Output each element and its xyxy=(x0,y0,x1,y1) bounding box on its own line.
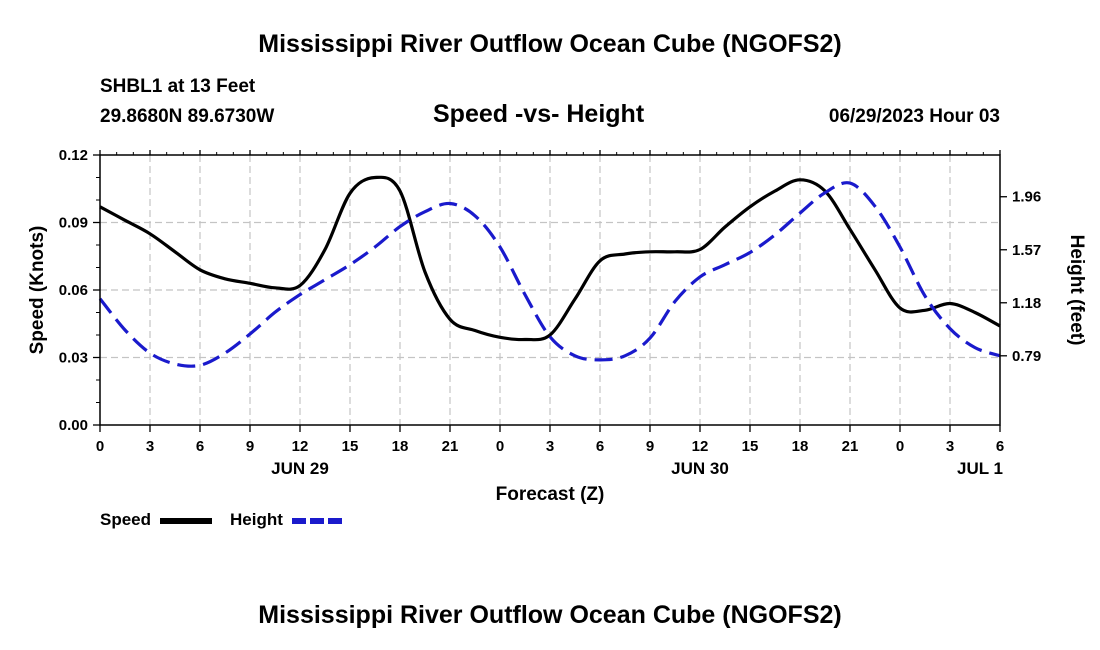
legend-speed-swatch xyxy=(160,518,212,524)
x-tick-label: 18 xyxy=(392,438,409,455)
y-tick-label: 0.12 xyxy=(59,147,88,164)
footer-title: Mississippi River Outflow Ocean Cube (NG… xyxy=(258,601,842,629)
x-tick-label: 18 xyxy=(792,438,809,455)
day-label: JUN 30 xyxy=(671,459,729,478)
x-tick-label: 6 xyxy=(196,438,204,455)
legend-speed-label: Speed xyxy=(100,510,152,529)
legend-height-swatch xyxy=(292,518,344,524)
series-speed-line xyxy=(99,175,1001,342)
y2-tick-label: 1.18 xyxy=(1012,295,1041,312)
x-tick-label: 21 xyxy=(442,438,459,455)
x-tick-label: 0 xyxy=(496,438,504,455)
y-tick-label: 0.03 xyxy=(59,350,88,367)
x-tick-label: 0 xyxy=(96,438,104,455)
y2-axis-label: Height (feet) xyxy=(1066,235,1087,346)
grid xyxy=(100,155,1000,425)
x-axis-label: Forecast (Z) xyxy=(496,484,605,505)
coordinates-label: 29.8680N 89.6730W xyxy=(100,106,275,127)
station-label: SHBL1 at 13 Feet xyxy=(100,76,256,97)
legend-height-label: Height xyxy=(230,510,283,529)
x-tick-label: 3 xyxy=(546,438,554,455)
x-tick-label: 6 xyxy=(596,438,604,455)
datetime-label: 06/29/2023 Hour 03 xyxy=(828,106,1000,127)
y-tick-label: 0.06 xyxy=(59,282,88,299)
x-tick-label: 12 xyxy=(692,438,709,455)
day-label: JUL 1 xyxy=(957,459,1003,478)
x-tick-label: 3 xyxy=(946,438,954,455)
series-layer xyxy=(98,175,1001,368)
y2-tick-label: 1.57 xyxy=(1012,242,1041,259)
x-tick-label: 15 xyxy=(342,438,359,455)
y2-tick-label: 1.96 xyxy=(1012,189,1041,206)
chart-title: Speed -vs- Height xyxy=(433,100,645,128)
series-height-line xyxy=(98,181,1001,368)
day-label: JUN 29 xyxy=(271,459,329,478)
chart: 0 3 6 9 12 15 18 21 0 3 6 9 12 15 18 21 0 3 6 JUN 29 JUN 30 J… xyxy=(27,147,1087,505)
y2-tick-label: 0.79 xyxy=(1012,348,1041,365)
x-tick-label: 3 xyxy=(146,438,154,455)
x-tick-label: 9 xyxy=(646,438,654,455)
x-tick-label: 0 xyxy=(896,438,904,455)
ticks: 0 3 6 9 12 15 18 21 0 3 6 9 12 15 18 21 0 3 6 JUN 29 JUN 30 J… xyxy=(59,147,1041,478)
x-tick-label: 6 xyxy=(996,438,1004,455)
x-tick-label: 15 xyxy=(742,438,759,455)
x-tick-label: 21 xyxy=(842,438,859,455)
y-tick-label: 0.00 xyxy=(59,417,88,434)
x-tick-label: 9 xyxy=(246,438,254,455)
y-axis-label: Speed (Knots) xyxy=(27,226,48,355)
y-tick-label: 0.09 xyxy=(59,215,88,232)
x-tick-label: 12 xyxy=(292,438,309,455)
main-title: Mississippi River Outflow Ocean Cube (NG… xyxy=(258,30,842,58)
